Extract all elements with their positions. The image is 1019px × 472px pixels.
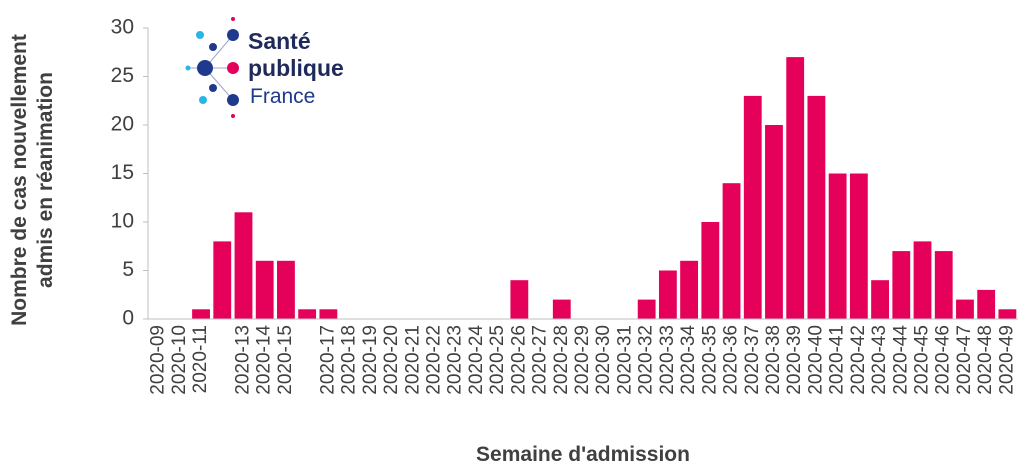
x-tick-label: 2020-18 — [339, 325, 360, 395]
bar — [998, 309, 1017, 319]
logo-text: Santé — [248, 28, 311, 54]
x-tick-label: 2020-46 — [933, 325, 954, 395]
bar — [637, 299, 656, 319]
x-tick-label: 2020-11 — [190, 325, 211, 393]
logo-dot — [231, 114, 235, 118]
logo-dot — [196, 31, 204, 39]
x-tick-label: 2020-40 — [805, 325, 826, 395]
x-tick-label: 2020-10 — [169, 325, 190, 395]
x-tick-label: 2020-39 — [784, 325, 805, 395]
y-tick-label: 15 — [111, 161, 134, 184]
x-tick-label: 2020-44 — [890, 325, 911, 395]
logo: Santé publique France — [185, 17, 344, 118]
logo-dot — [199, 96, 207, 104]
x-tick-label: 2020-09 — [148, 325, 169, 395]
x-tick-label: 2020-31 — [614, 325, 635, 395]
bar — [765, 125, 783, 319]
bar — [977, 289, 996, 319]
x-tick-label: 2020-19 — [360, 325, 381, 395]
logo-dot — [227, 62, 239, 74]
x-tick-label: 2020-14 — [254, 325, 275, 395]
x-tick-label: 2020-47 — [954, 325, 975, 395]
x-tick-label: 2020-26 — [508, 325, 529, 395]
logo-dot — [227, 94, 239, 106]
bar — [510, 280, 529, 319]
bar — [658, 270, 677, 319]
x-tick-label: 2020-32 — [636, 325, 657, 395]
y-axis-title: Nombre de cas nouvellement — [8, 34, 31, 326]
bar — [192, 309, 210, 319]
x-tick-label: 2020-36 — [721, 325, 742, 395]
x-tick-label: 2020-28 — [551, 325, 572, 395]
x-tick-label: 2020-29 — [572, 325, 593, 395]
x-tick-label: 2020-23 — [445, 325, 466, 395]
x-tick-label: 2020-22 — [423, 325, 444, 395]
x-tick-label: 2020-30 — [593, 325, 614, 395]
bar — [277, 260, 295, 319]
bar — [807, 95, 826, 320]
logo-text: France — [250, 85, 315, 108]
x-axis-title: Semaine d'admission — [476, 443, 690, 466]
bar — [701, 222, 720, 319]
x-tick-label: 2020-49 — [996, 325, 1017, 395]
x-tick-label: 2020-15 — [275, 325, 296, 395]
y-axis-title: admis en réanimation — [34, 72, 57, 288]
bar — [786, 57, 805, 319]
bar — [913, 241, 932, 319]
bar — [934, 251, 953, 319]
x-tick-label: 2020-41 — [827, 325, 848, 395]
y-tick-label: 30 — [111, 16, 134, 39]
bar — [956, 299, 974, 319]
x-tick-label: 2020-48 — [975, 325, 996, 395]
x-tick-label: 2020-37 — [742, 325, 763, 395]
x-tick-label: 2020-21 — [402, 325, 423, 395]
bar — [871, 280, 889, 319]
bar — [319, 309, 338, 319]
x-tick-label: 2020-33 — [657, 325, 678, 395]
bar — [255, 260, 274, 319]
y-tick-label: 0 — [122, 307, 134, 330]
bar — [213, 241, 232, 319]
logo-dot — [209, 43, 217, 51]
x-tick-label: 2020-20 — [381, 325, 402, 395]
bar — [680, 260, 699, 319]
x-tick-label: 2020-27 — [530, 325, 551, 395]
x-tick-label: 2020-17 — [317, 325, 338, 395]
bar — [849, 173, 868, 319]
y-tick-label: 5 — [122, 258, 134, 281]
bar — [743, 95, 762, 320]
x-tick-label: 2020-25 — [487, 325, 508, 395]
y-tick-label: 10 — [111, 210, 134, 233]
y-tick-label: 20 — [111, 113, 134, 136]
x-tick-label: 2020-43 — [869, 325, 890, 395]
x-tick-label: 2020-42 — [848, 325, 869, 395]
bar — [828, 173, 847, 319]
bar — [298, 309, 317, 319]
bar — [892, 251, 911, 319]
bar — [722, 183, 741, 319]
logo-dot — [197, 60, 213, 76]
x-tick-label: 2020-35 — [699, 325, 720, 395]
bar — [552, 299, 571, 319]
x-tick-label: 2020-24 — [466, 325, 487, 395]
x-tick-label: 2020-13 — [233, 325, 254, 395]
x-tick-label: 2020-34 — [678, 325, 699, 395]
x-tick-label: 2020-45 — [912, 325, 933, 395]
logo-dot — [209, 84, 217, 92]
logo-dot — [185, 65, 191, 71]
x-tick-label: 2020-38 — [763, 325, 784, 395]
logo-dot — [231, 17, 235, 21]
logo-text: publique — [248, 55, 344, 81]
logo-dot — [227, 29, 239, 41]
y-tick-label: 25 — [111, 64, 134, 87]
bar — [234, 212, 253, 319]
